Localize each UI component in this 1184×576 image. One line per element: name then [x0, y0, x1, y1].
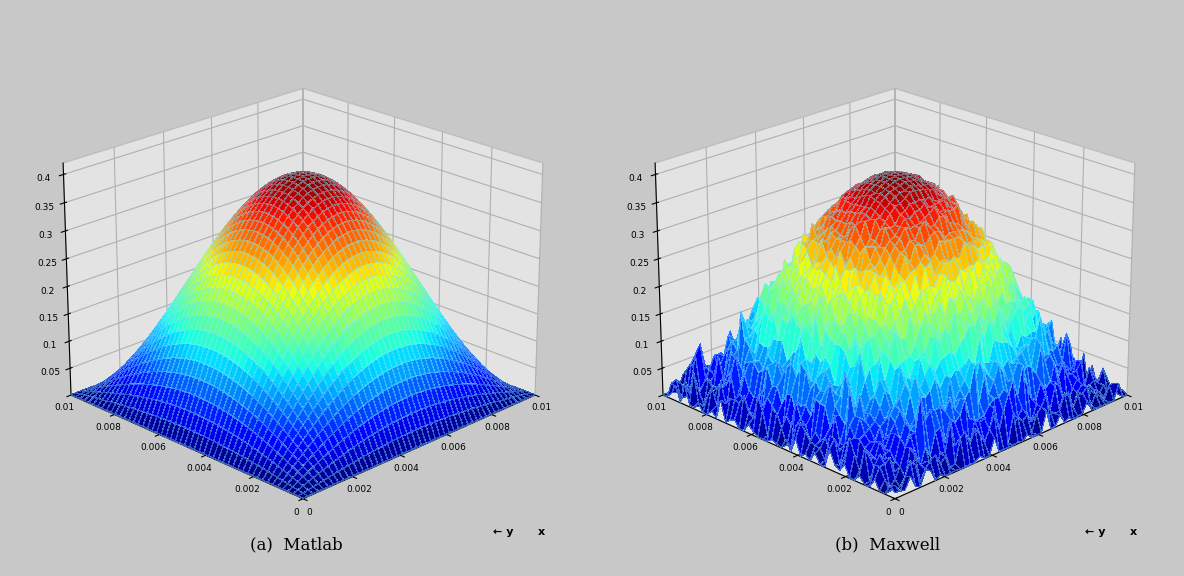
Text: ← y: ← y — [1086, 527, 1106, 537]
Text: (a)  Matlab: (a) Matlab — [250, 536, 342, 553]
Text: x: x — [538, 527, 545, 537]
Text: ← y: ← y — [494, 527, 514, 537]
Text: (b)  Maxwell: (b) Maxwell — [836, 536, 940, 553]
Text: x: x — [1130, 527, 1137, 537]
